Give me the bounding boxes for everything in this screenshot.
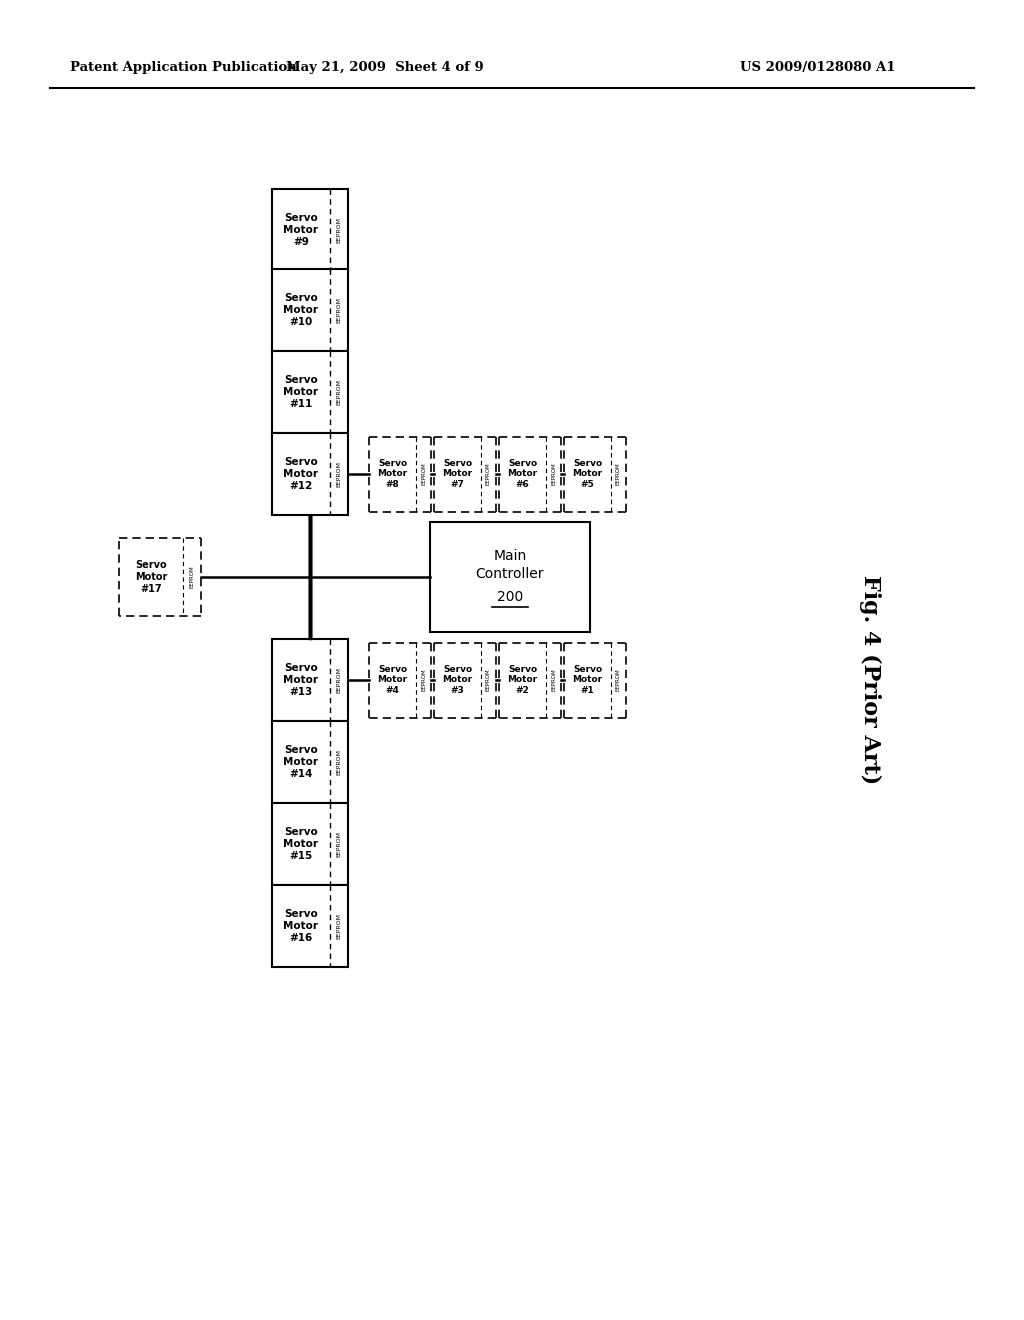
Text: EEPROM: EEPROM	[616, 669, 621, 692]
Text: EEPROM: EEPROM	[616, 463, 621, 486]
Text: 200: 200	[497, 590, 523, 605]
Bar	[272, 351, 348, 433]
Bar	[272, 721, 348, 803]
Text: EEPROM: EEPROM	[337, 913, 341, 939]
Text: May 21, 2009  Sheet 4 of 9: May 21, 2009 Sheet 4 of 9	[286, 62, 484, 74]
Text: EEPROM: EEPROM	[486, 669, 490, 692]
Text: EEPROM: EEPROM	[421, 669, 426, 692]
Bar	[272, 269, 348, 351]
Text: EEPROM: EEPROM	[337, 379, 341, 405]
Text: Fig. 4 (Prior Art): Fig. 4 (Prior Art)	[859, 576, 881, 784]
Text: EEPROM: EEPROM	[551, 463, 556, 486]
Text: EEPROM: EEPROM	[337, 297, 341, 323]
Text: Servo
Motor
#16: Servo Motor #16	[284, 909, 318, 942]
Text: Main
Controller: Main Controller	[476, 549, 544, 581]
Text: Servo
Motor
#6: Servo Motor #6	[508, 459, 538, 488]
Text: EEPROM: EEPROM	[337, 832, 341, 857]
Bar	[272, 639, 348, 721]
Text: EEPROM: EEPROM	[337, 461, 341, 487]
Text: Servo
Motor
#7: Servo Motor #7	[442, 459, 472, 488]
Text: Servo
Motor
#12: Servo Motor #12	[284, 457, 318, 491]
Text: EEPROM: EEPROM	[189, 566, 195, 589]
Text: Servo
Motor
#9: Servo Motor #9	[284, 213, 318, 247]
Bar	[272, 189, 348, 271]
Text: Servo
Motor
#14: Servo Motor #14	[284, 744, 318, 779]
Text: Servo
Motor
#4: Servo Motor #4	[378, 665, 408, 694]
Bar	[272, 803, 348, 884]
Bar	[430, 521, 590, 632]
Bar	[272, 884, 348, 968]
Text: Servo
Motor
#10: Servo Motor #10	[284, 293, 318, 327]
Text: US 2009/0128080 A1: US 2009/0128080 A1	[740, 62, 896, 74]
Text: Servo
Motor
#2: Servo Motor #2	[508, 665, 538, 694]
Text: EEPROM: EEPROM	[421, 463, 426, 486]
Text: Servo
Motor
#11: Servo Motor #11	[284, 375, 318, 409]
Text: Servo
Motor
#3: Servo Motor #3	[442, 665, 472, 694]
Bar	[272, 433, 348, 515]
Text: Patent Application Publication: Patent Application Publication	[70, 62, 297, 74]
Text: Servo
Motor
#1: Servo Motor #1	[572, 665, 602, 694]
Text: EEPROM: EEPROM	[551, 669, 556, 692]
Text: Servo
Motor
#5: Servo Motor #5	[572, 459, 602, 488]
Text: Servo
Motor
#13: Servo Motor #13	[284, 663, 318, 697]
Text: EEPROM: EEPROM	[337, 748, 341, 775]
Text: EEPROM: EEPROM	[337, 667, 341, 693]
Text: EEPROM: EEPROM	[486, 463, 490, 486]
Text: Servo
Motor
#15: Servo Motor #15	[284, 828, 318, 861]
Text: Servo
Motor
#17: Servo Motor #17	[135, 561, 167, 594]
Text: Servo
Motor
#8: Servo Motor #8	[378, 459, 408, 488]
Text: EEPROM: EEPROM	[337, 216, 341, 243]
